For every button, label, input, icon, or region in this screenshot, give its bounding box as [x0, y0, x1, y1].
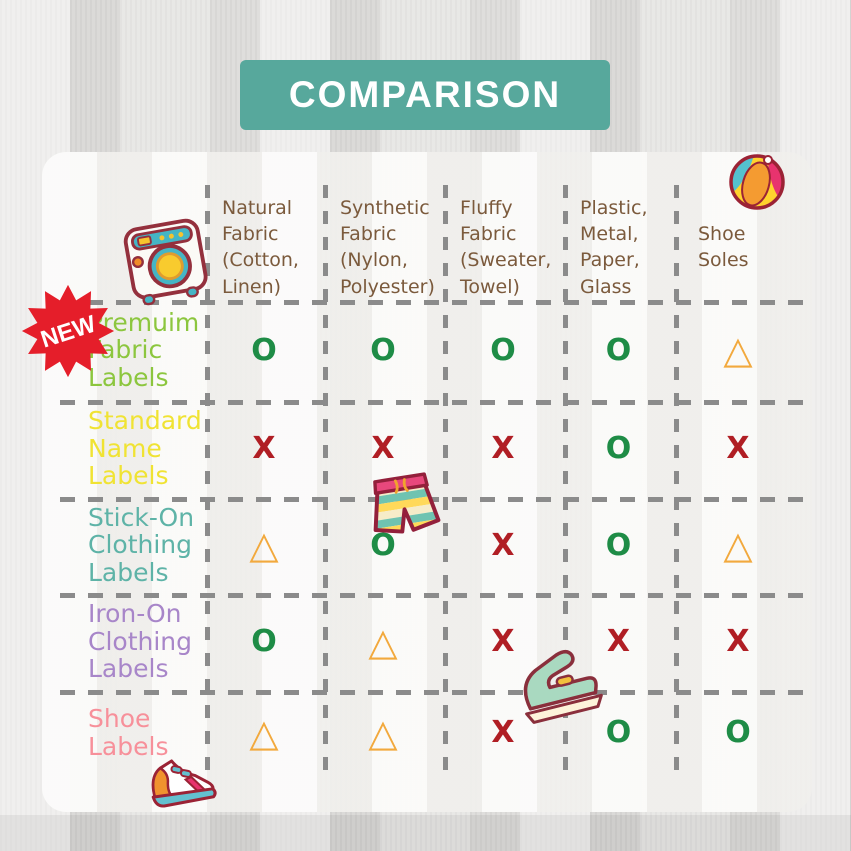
table-cell: O	[251, 624, 277, 659]
table-cell: O	[370, 527, 396, 563]
table-cell: O	[605, 332, 632, 368]
table-cell: O	[605, 527, 632, 563]
table-cell: △	[249, 523, 279, 567]
title-banner: COMPARISON	[240, 60, 610, 130]
table-cell: △	[723, 523, 753, 567]
table-cell: O	[605, 431, 632, 466]
table-cell: O	[251, 332, 277, 368]
column-divider	[563, 185, 568, 775]
column-header-natural-fabric: Natural Fabric (Cotton, Linen)	[222, 197, 299, 298]
swim-shorts-icon	[369, 472, 441, 536]
row-label-standard-name-labels: Standard Name Labels	[88, 406, 202, 491]
column-header-plastic-metal: Plastic, Metal, Paper, Glass	[580, 197, 648, 298]
table-cell: O	[370, 332, 396, 368]
table-cell: X	[491, 527, 515, 563]
background-bottom-band	[0, 815, 851, 851]
table-cell: X	[252, 431, 276, 466]
table-cell: △	[249, 710, 279, 755]
new-badge-star-icon: NEW	[21, 284, 115, 378]
table-cell: X	[491, 715, 515, 750]
row-divider	[60, 690, 808, 695]
row-divider	[60, 497, 808, 502]
table-cell: O	[605, 715, 632, 750]
column-divider	[205, 185, 210, 775]
column-header-row: Natural Fabric (Cotton, Linen) Synthetic…	[205, 185, 802, 300]
column-divider	[323, 185, 328, 775]
sneaker-icon	[151, 759, 217, 808]
column-header-shoe-soles: Shoe Soles	[698, 223, 749, 272]
new-badge: NEW	[20, 283, 116, 379]
table-cell: O	[725, 715, 751, 750]
row-label-iron-on-clothing-labels: Iron-On Clothing Labels	[88, 599, 193, 684]
column-header-synthetic-fabric: Synthetic Fabric (Nylon, Polyester)	[340, 197, 435, 298]
table-cell: O	[490, 332, 516, 368]
table-cell: X	[491, 624, 515, 659]
table-cell: X	[371, 431, 395, 466]
column-divider	[674, 185, 679, 775]
row-divider	[60, 400, 808, 405]
table-cells: O O O O △ X X X O X △ O X O △ O △ X X X …	[205, 300, 802, 775]
page-title: COMPARISON	[288, 74, 562, 115]
beach-ball-icon	[729, 154, 785, 210]
row-divider	[60, 300, 808, 305]
washing-machine-icon	[123, 218, 208, 306]
clothes-iron-icon	[523, 649, 603, 724]
table-cell: △	[723, 328, 753, 372]
row-divider	[60, 593, 808, 598]
table-cell: X	[726, 431, 750, 466]
row-label-column: Premuim Fabric Labels Standard Name Labe…	[88, 300, 206, 775]
row-label-stick-on-clothing-labels: Stick-On Clothing Labels	[88, 502, 195, 587]
table-cell: X	[606, 624, 631, 659]
column-divider	[443, 185, 448, 775]
column-header-fluffy-fabric: Fluffy Fabric (Sweater, Towel)	[460, 197, 552, 298]
row-label-shoe-labels: Shoe Labels	[88, 704, 169, 761]
table-cell: X	[726, 624, 750, 659]
table-cell: X	[491, 431, 515, 466]
table-cell: △	[368, 619, 398, 664]
table-cell: △	[368, 710, 398, 755]
